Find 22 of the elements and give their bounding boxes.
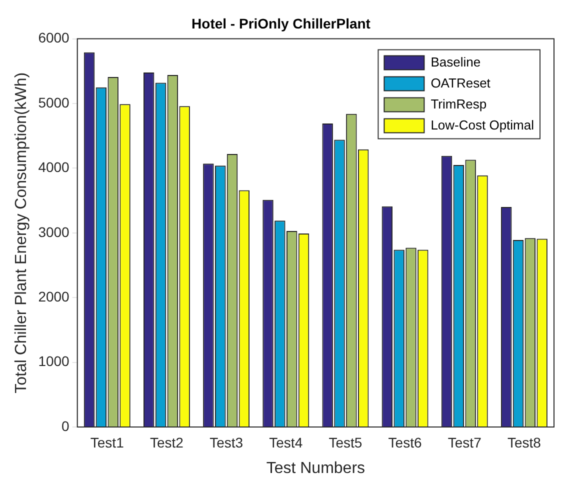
x-tick-label: Test5: [328, 434, 362, 450]
legend-label: Low-Cost Optimal: [430, 117, 534, 132]
y-tick-label: 6000: [38, 30, 70, 46]
legend-label: OATReset: [430, 75, 491, 90]
x-tick-label: Test2: [150, 434, 184, 450]
chart-title: Hotel - PriOnly ChillerPlant: [192, 15, 371, 32]
x-tick-label: Test7: [448, 434, 482, 450]
y-tick-label: 1000: [38, 353, 70, 370]
y-tick-label: 2000: [38, 288, 70, 304]
y-tick-label: 0: [62, 418, 70, 434]
legend-label: TrimResp: [430, 96, 487, 112]
x-tick-label: Test4: [269, 434, 303, 450]
x-axis-title: Test Numbers: [266, 460, 366, 477]
y-axis-title: Total Chiller Plant Energy Consumption(kWh): [13, 72, 30, 394]
x-tick-label: Test8: [507, 434, 542, 450]
legend-label: Baseline: [430, 54, 481, 70]
y-tick-label: 5000: [38, 94, 70, 110]
x-tick-label: Test6: [388, 434, 422, 450]
y-tick-label: 4000: [38, 159, 70, 176]
x-tick-label: Test1: [90, 434, 124, 450]
x-tick-label: Test3: [210, 434, 244, 450]
y-tick-label: 3000: [38, 224, 70, 240]
